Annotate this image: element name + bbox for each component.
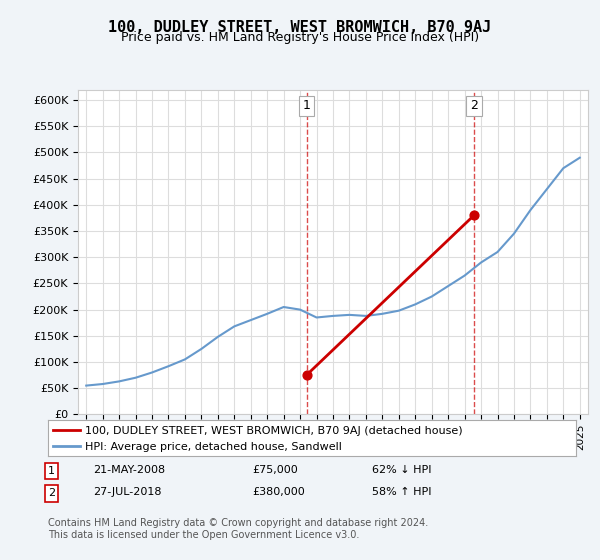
Text: 100, DUDLEY STREET, WEST BROMWICH, B70 9AJ (detached house): 100, DUDLEY STREET, WEST BROMWICH, B70 9… [85, 426, 463, 436]
Text: Contains HM Land Registry data © Crown copyright and database right 2024.
This d: Contains HM Land Registry data © Crown c… [48, 518, 428, 540]
Text: 2: 2 [470, 99, 478, 113]
Text: £75,000: £75,000 [252, 465, 298, 475]
Text: 21-MAY-2008: 21-MAY-2008 [93, 465, 165, 475]
Text: 27-JUL-2018: 27-JUL-2018 [93, 487, 161, 497]
Text: 1: 1 [48, 466, 55, 476]
Text: 58% ↑ HPI: 58% ↑ HPI [372, 487, 431, 497]
Text: 1: 1 [302, 99, 310, 113]
Point [469, 211, 479, 220]
Text: Price paid vs. HM Land Registry's House Price Index (HPI): Price paid vs. HM Land Registry's House … [121, 31, 479, 44]
Text: 2: 2 [48, 488, 55, 498]
Text: HPI: Average price, detached house, Sandwell: HPI: Average price, detached house, Sand… [85, 442, 342, 452]
Text: 100, DUDLEY STREET, WEST BROMWICH, B70 9AJ: 100, DUDLEY STREET, WEST BROMWICH, B70 9… [109, 20, 491, 35]
Text: 62% ↓ HPI: 62% ↓ HPI [372, 465, 431, 475]
Point [302, 371, 311, 380]
Text: £380,000: £380,000 [252, 487, 305, 497]
